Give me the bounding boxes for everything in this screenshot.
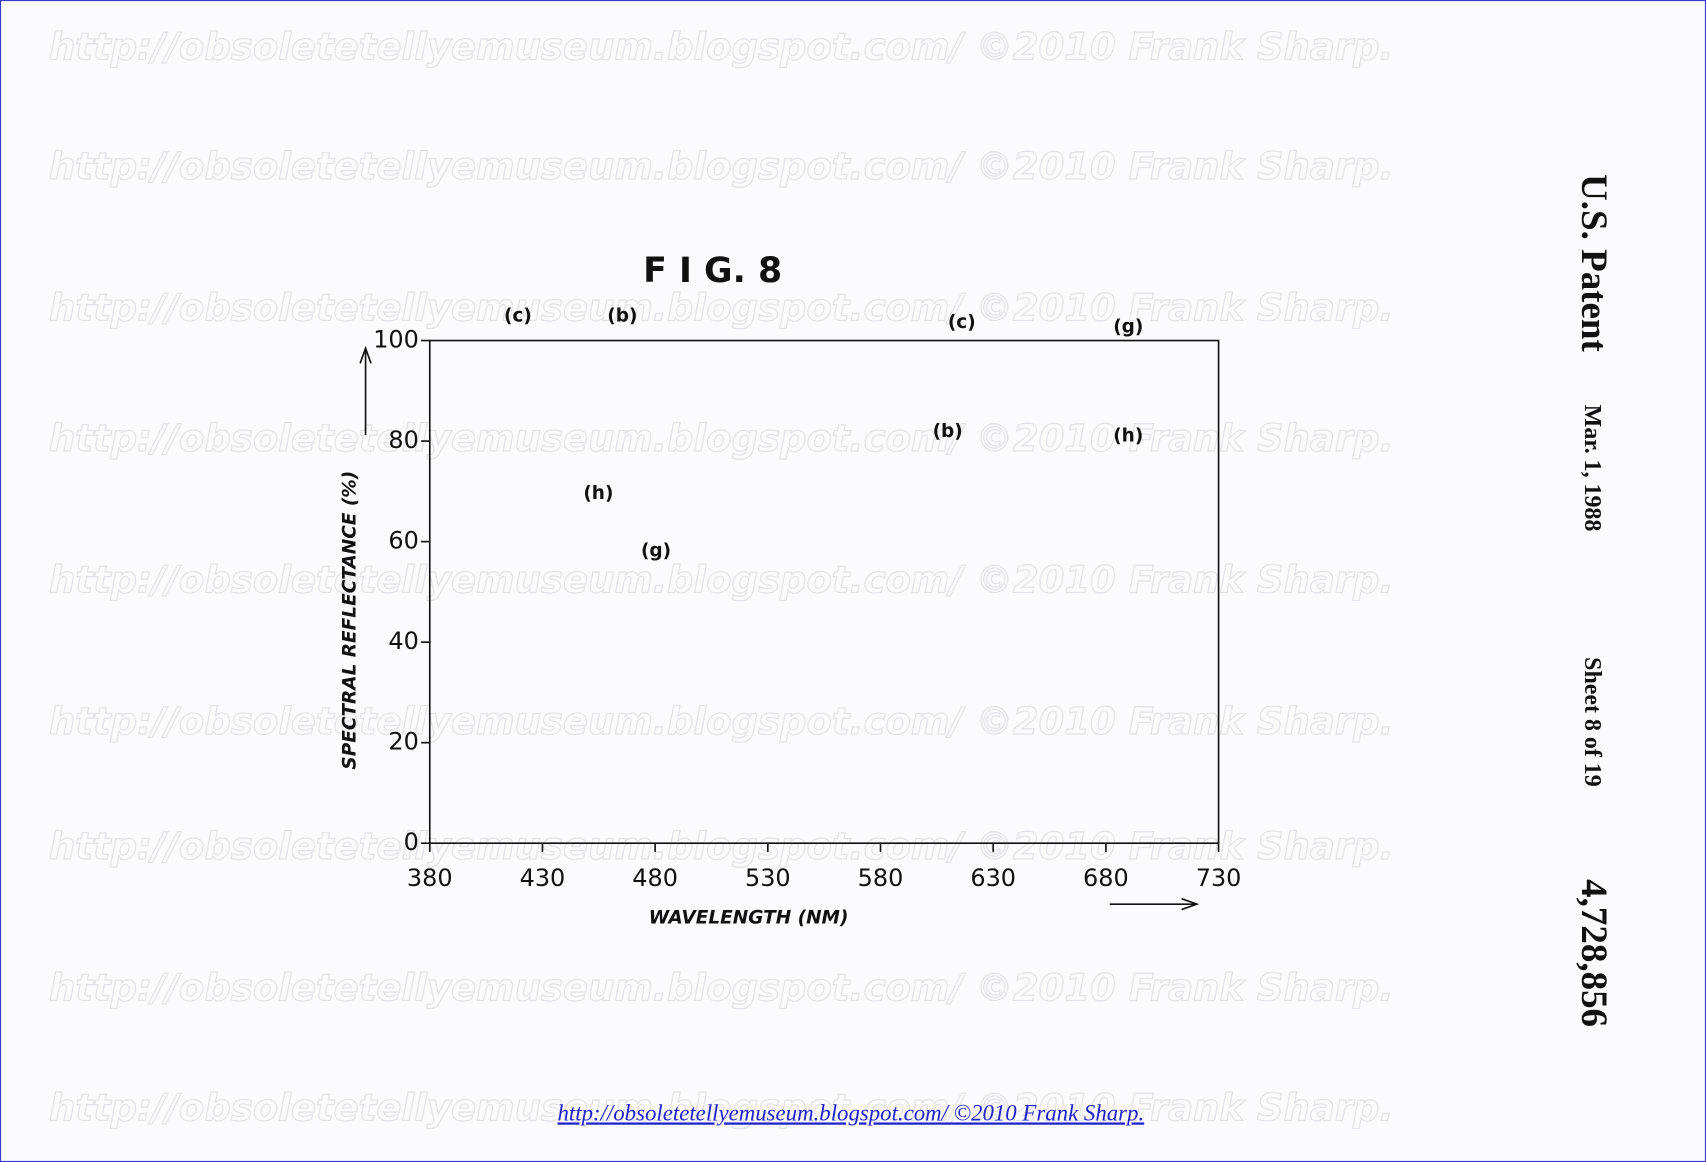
x-tick-label: 530 (745, 864, 791, 892)
series-label: (c) (504, 306, 532, 327)
watermark: http://obsoletetellyemuseum.blogspot.com… (49, 417, 1394, 460)
x-tick-label: 580 (858, 864, 904, 892)
series-label: (g) (641, 541, 671, 562)
y-tick-label: 0 (404, 828, 419, 856)
series-label: (b) (607, 306, 637, 327)
series-label: (h) (583, 483, 613, 504)
watermark: http://obsoletetellyemuseum.blogspot.com… (49, 700, 1394, 743)
y-arrow-head (359, 345, 372, 364)
series-label: (b) (933, 421, 963, 442)
series-label: (h) (1113, 425, 1143, 446)
x-tick-label: 380 (407, 864, 453, 892)
watermark: http://obsoletetellyemuseum.blogspot.com… (49, 25, 1394, 68)
watermark: http://obsoletetellyemuseum.blogspot.com… (49, 1086, 1394, 1129)
y-tick-label: 20 (388, 728, 418, 756)
watermark: http://obsoletetellyemuseum.blogspot.com… (49, 287, 1394, 330)
y-tick-label: 100 (373, 326, 419, 354)
watermark: http://obsoletetellyemuseum.blogspot.com… (49, 559, 1394, 602)
patent-number: 4,728,856 (1573, 879, 1614, 1027)
patent-date: Mar. 1, 1988 (1579, 405, 1605, 532)
watermark: http://obsoletetellyemuseum.blogspot.com… (49, 145, 1394, 188)
x-axis-label: WAVELENGTH (NM) (649, 907, 849, 928)
y-axis-label: SPECTRAL REFLECTANCE (%) (339, 471, 360, 770)
watermark: http://obsoletetellyemuseum.blogspot.com… (49, 967, 1394, 1010)
header: U.S. Patent Mar. 1, 1988 Sheet 8 of 19 4… (1573, 174, 1614, 1027)
x-tick-label: 480 (632, 864, 678, 892)
plot-frame (428, 339, 1220, 845)
x-tick-label: 680 (1083, 864, 1129, 892)
footer-link[interactable]: http://obsoletetellyemuseum.blogspot.com… (557, 1100, 1144, 1125)
chart-title: F I G. 8 (643, 251, 782, 291)
y-tick-label: 80 (388, 426, 418, 454)
watermarks: http://obsoletetellyemuseum.blogspot.com… (48, 25, 1394, 1130)
watermark: http://obsoletetellyemuseum.blogspot.com… (49, 825, 1394, 868)
y-tick-label: 60 (388, 527, 418, 555)
patent-label: U.S. Patent (1573, 174, 1614, 352)
series-label: (c) (948, 312, 976, 333)
x-tick-label: 630 (970, 864, 1016, 892)
x-tick-label: 730 (1196, 864, 1242, 892)
sheet-number: Sheet 8 of 19 (1579, 657, 1605, 787)
series-label: (g) (1113, 316, 1143, 337)
x-tick-label: 430 (520, 864, 566, 892)
x-arrow-head (1181, 897, 1200, 911)
y-tick-label: 40 (388, 627, 418, 655)
